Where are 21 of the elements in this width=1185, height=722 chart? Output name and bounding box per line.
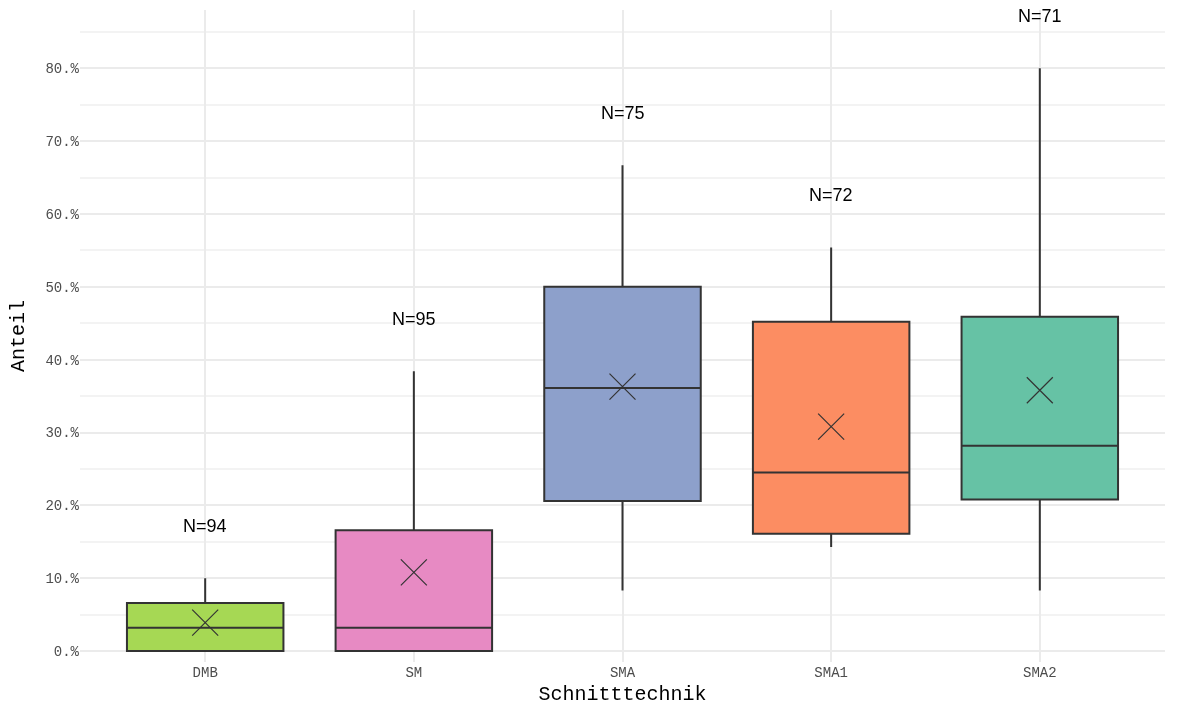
annotation: N=72: [809, 185, 853, 205]
y-tick-label: 60.%: [45, 206, 80, 223]
x-tick-label: SMA2: [1023, 665, 1057, 681]
y-tick-label: 30.%: [45, 425, 80, 442]
x-axis-title: Schnitttechnik: [538, 682, 707, 706]
y-tick-label: 70.%: [45, 134, 80, 151]
annotation: N=95: [392, 309, 436, 329]
annotation: N=94: [183, 516, 227, 536]
y-tick-label: 20.%: [45, 498, 80, 515]
x-tick-label: SM: [405, 665, 423, 681]
y-tick-label: 50.%: [45, 279, 80, 296]
y-tick-label: 0.%: [53, 643, 80, 660]
y-tick-label: 10.%: [45, 571, 80, 588]
y-axis-title: Anteil: [6, 299, 30, 373]
x-tick-label: SMA: [609, 665, 636, 681]
x-tick-label: SMA1: [814, 665, 848, 681]
y-tick-label: 80.%: [45, 61, 80, 78]
annotation: N=75: [601, 103, 645, 123]
y-tick-label: 40.%: [45, 352, 80, 369]
x-tick-label: DMB: [192, 665, 218, 681]
annotation: N=71: [1018, 6, 1062, 26]
